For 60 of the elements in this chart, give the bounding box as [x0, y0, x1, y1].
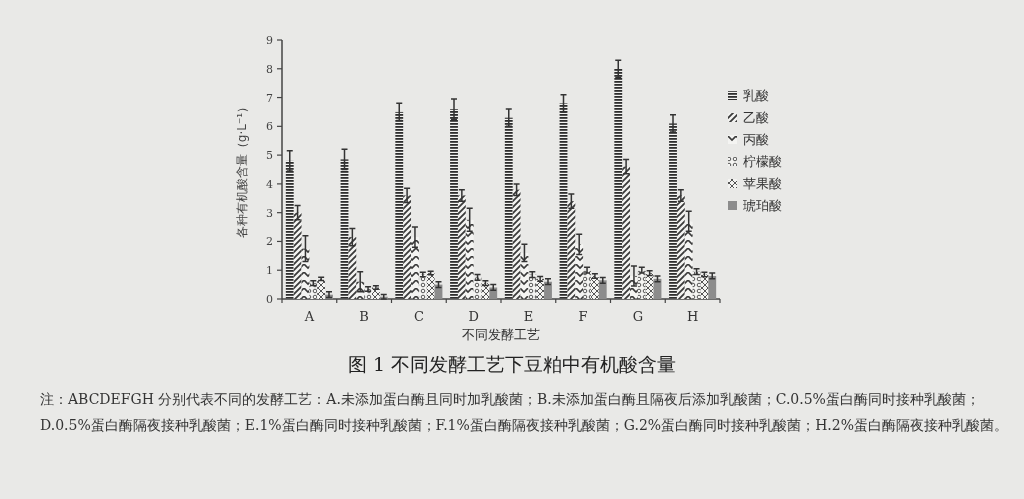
x-tick-label: H	[686, 309, 699, 324]
bar	[395, 111, 404, 299]
y-tick-label: 3	[266, 206, 273, 220]
bar	[676, 195, 685, 299]
x-tick-label: D	[468, 309, 479, 324]
bar	[637, 270, 646, 299]
x-tick-label: A	[303, 309, 315, 324]
bar	[645, 273, 654, 299]
y-tick-label: 6	[266, 120, 273, 134]
x-axis-title: 不同发酵工艺	[462, 327, 540, 342]
legend-label: 柠檬酸	[743, 154, 782, 169]
bar	[684, 221, 693, 299]
bar	[700, 274, 709, 299]
y-tick-label: 0	[266, 293, 273, 306]
bar	[544, 281, 552, 299]
y-tick-label: 7	[266, 91, 273, 105]
y-tick-label: 5	[266, 149, 273, 163]
bar	[411, 237, 419, 299]
y-tick-label: 2	[266, 235, 273, 249]
bar	[504, 117, 513, 299]
x-tick-label: C	[413, 309, 424, 324]
y-tick-label: 8	[266, 62, 273, 76]
bar	[293, 212, 302, 299]
y-tick-label: 4	[266, 177, 273, 191]
text: 图 1 不同发酵工艺下豆粕中有机酸含量	[346, 352, 678, 377]
bar	[567, 201, 576, 299]
bar	[590, 275, 599, 299]
bar	[583, 270, 591, 299]
bar	[465, 219, 474, 299]
x-tick-label: E	[523, 309, 534, 324]
bar	[598, 280, 607, 299]
bar	[614, 68, 623, 299]
bar	[528, 274, 537, 299]
y-tick-label: 1	[266, 264, 273, 278]
bar	[622, 166, 631, 299]
bar	[575, 244, 584, 299]
bar	[403, 195, 412, 299]
legend-label: 琥珀酸	[743, 198, 782, 213]
bar	[536, 278, 545, 299]
bar	[450, 109, 458, 299]
bar	[457, 195, 466, 299]
x-tick-label: G	[632, 309, 644, 324]
legend-label: 乳酸	[743, 88, 769, 103]
x-tick-label: B	[359, 309, 369, 324]
x-tick-label: F	[578, 309, 588, 324]
legend-label: 乙酸	[743, 110, 769, 125]
y-tick-label: 9	[266, 34, 273, 47]
bar	[708, 275, 717, 299]
bar	[481, 283, 490, 299]
bar	[426, 273, 435, 299]
bar	[309, 283, 318, 299]
legend-label: 丙酸	[743, 132, 769, 147]
text: 注：ABCDEFGH 分别代表不同的发酵工艺：A.未添加蛋白酶且同时加乳酸菌；B.未添加蛋白酶且隔夜后添加乳酸菌；C.0.5%蛋白酶同时接种乳酸菌；D.0.5%蛋白酶隔夜接种乳酸菌；E.1%蛋白酶同时接种乳酸菌；F.1%蛋白酶隔夜接种乳酸菌；G.2%蛋白酶同时接种乳酸菌；H.2%蛋白酶隔夜接种乳酸菌。	[40, 390, 1010, 435]
y-axis-title: 各种有机酸含量（g·L⁻¹）	[235, 100, 249, 239]
bar	[348, 237, 357, 299]
bar	[285, 160, 294, 299]
bar	[512, 189, 521, 299]
bar	[317, 278, 326, 299]
legend-label: 苹果酸	[743, 176, 782, 191]
bar	[669, 123, 677, 299]
